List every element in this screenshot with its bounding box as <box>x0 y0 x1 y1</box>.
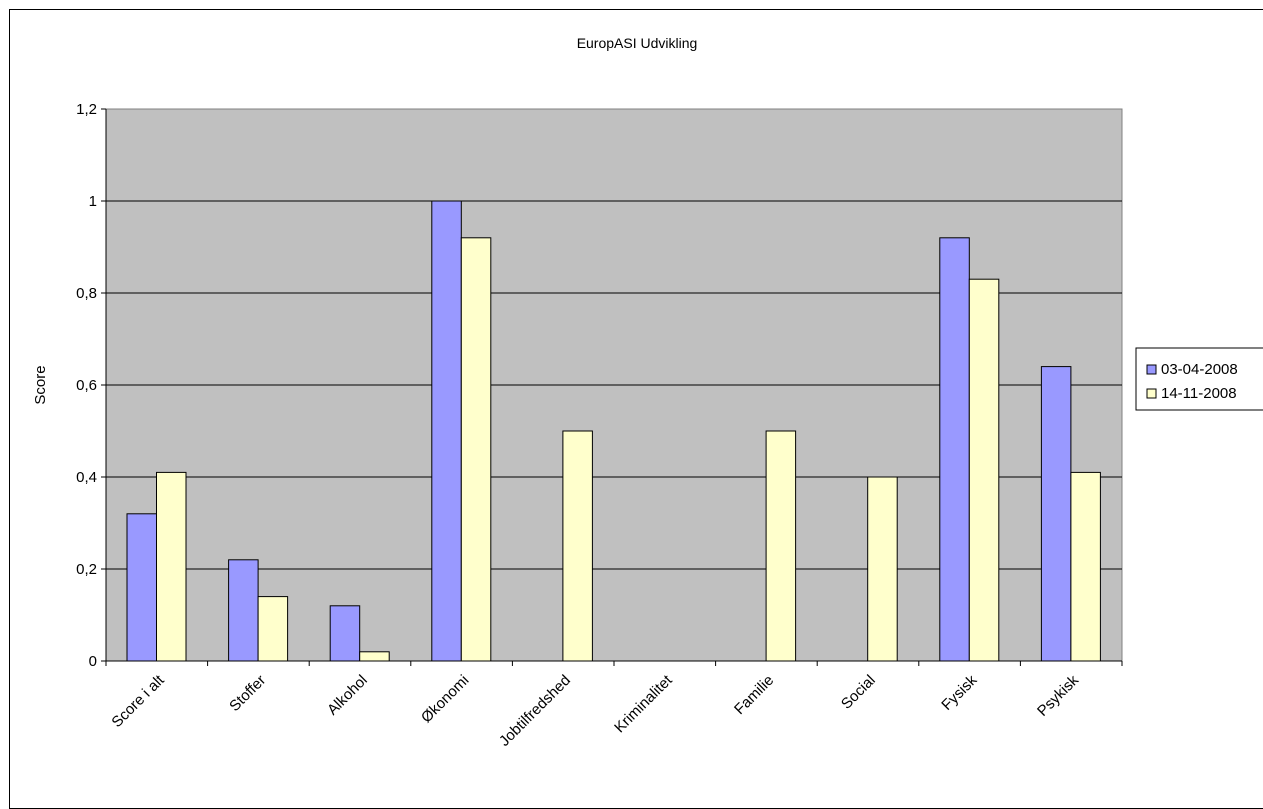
bar-series-2 <box>359 651 390 662</box>
bar-series-2 <box>765 430 797 662</box>
x-tick-label: Kriminalitet <box>611 671 676 736</box>
y-tick-label: 0,4 <box>76 469 97 486</box>
x-tick-label: Stoffer <box>226 672 269 715</box>
x-tick-label: Social <box>838 672 879 713</box>
bar-series-1 <box>939 237 970 662</box>
x-tick-label: Alkohol <box>324 672 371 719</box>
x-tick-label: Jobtilfredshed <box>496 672 574 750</box>
bar-series-2 <box>257 596 289 662</box>
legend: 03-04-2008 14-11-2008 <box>1135 347 1263 411</box>
x-tick-label: Familie <box>731 672 777 718</box>
bar-series-2 <box>867 476 898 662</box>
y-tick-label: 0,8 <box>76 285 97 302</box>
x-tick-label: Økonomi <box>418 672 472 726</box>
x-tick-label: Fysisk <box>938 671 980 713</box>
y-tick-label: 1 <box>89 193 97 210</box>
bar-series-1 <box>228 559 259 662</box>
bar-series-1 <box>329 605 361 662</box>
bar-series-1 <box>1040 366 1072 662</box>
bar-series-2 <box>968 278 1000 662</box>
legend-label-series-1: 03-04-2008 <box>1161 361 1238 378</box>
y-tick-label: 1,2 <box>76 101 97 118</box>
bar-series-1 <box>431 200 462 662</box>
legend-label-series-2: 14-11-2008 <box>1161 385 1237 402</box>
chart-title: EuropASI Udvikling <box>577 35 698 51</box>
x-tick-label: Psykisk <box>1034 671 1082 719</box>
bar-series-2 <box>156 471 187 662</box>
y-tick-label: 0,6 <box>76 377 97 394</box>
bar-series-2 <box>1070 471 1101 662</box>
y-tick-labels: 0 0,2 0,4 0,6 0,8 1 1,2 <box>76 101 97 670</box>
bars <box>126 200 1101 662</box>
y-tick-label: 0 <box>89 653 97 670</box>
x-tick-label: Score i alt <box>108 671 168 731</box>
bar-series-1 <box>126 513 157 662</box>
legend-swatch-series-2 <box>1146 388 1157 399</box>
bar-series-2 <box>562 430 593 662</box>
legend-swatch-series-1 <box>1146 364 1157 375</box>
y-axis-label: Score <box>32 365 49 404</box>
axes <box>101 108 1123 666</box>
y-tick-label: 0,2 <box>76 561 97 578</box>
legend-box <box>1135 347 1263 411</box>
x-tick-labels: Score i alt Stoffer Alkohol Økonomi Jobtilfr… <box>108 671 1082 750</box>
bar-series-2 <box>460 237 492 662</box>
